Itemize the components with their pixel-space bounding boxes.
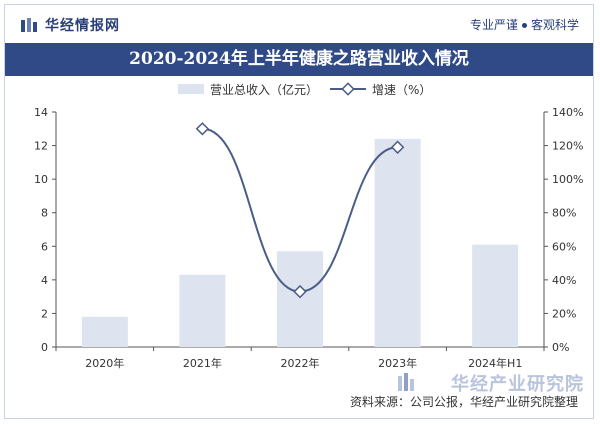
tagline-right: 客观科学 (530, 18, 579, 32)
bar-revenue (179, 274, 226, 347)
left-tick-label: 10 (34, 173, 48, 186)
legend-revenue-label: 营业总收入（亿元） (210, 82, 318, 97)
right-tick-label: 40% (552, 274, 576, 287)
bar-revenue (277, 251, 323, 347)
right-tick-label: 140% (552, 106, 583, 119)
chart-title: 2020-2024年上半年健康之路营业收入情况 (129, 49, 469, 69)
left-tick-label: 12 (34, 140, 48, 153)
left-tick-label: 4 (41, 274, 48, 287)
right-tick-label: 60% (552, 240, 576, 253)
growth-point (293, 284, 307, 299)
left-tick-label: 6 (41, 240, 48, 253)
bar-revenue (472, 244, 519, 347)
legend-marker-swatch (341, 82, 355, 96)
brand-logo-icon (21, 18, 37, 32)
growth-point (195, 122, 210, 136)
tagline: 专业严谨 客观科学 (470, 16, 579, 33)
source-note: 资料来源：公司公报，华经产业研究院整理 (349, 395, 578, 409)
left-tick-label: 2 (41, 307, 48, 320)
growth-point (390, 140, 405, 154)
right-tick-label: 100% (552, 173, 583, 186)
left-tick-label: 0 (41, 341, 48, 354)
bar-revenue (374, 138, 421, 347)
right-tick-label: 20% (552, 307, 576, 320)
x-tick-label: 2024年H1 (468, 356, 522, 370)
watermark-text: 华经产业研究院 (451, 374, 584, 395)
left-tick-label: 14 (34, 106, 48, 119)
bar-revenue (81, 316, 128, 347)
top-bar: 华经情报网 专业严谨 客观科学 (5, 5, 593, 41)
legend-bar-swatch (178, 84, 204, 94)
x-tick-label: 2023年 (378, 356, 417, 370)
brand-name: 华经情报网 (45, 18, 120, 34)
right-tick-label: 120% (552, 140, 583, 153)
x-tick-label: 2021年 (183, 356, 222, 370)
tagline-left: 专业严谨 (469, 18, 518, 32)
watermark-logo-icon (398, 373, 414, 391)
x-tick-label: 2022年 (281, 356, 320, 370)
right-tick-label: 80% (552, 207, 576, 220)
legend-growth-label: 增速（%） (372, 83, 431, 97)
right-tick-label: 0% (552, 341, 569, 354)
chart-frame: 华经情报网 专业严谨 客观科学 2020-2024年上半年健康之路营业收入情况 (4, 4, 594, 419)
x-tick-label: 2020年 (85, 356, 124, 370)
left-tick-label: 8 (41, 207, 48, 220)
title-band: 2020-2024年上半年健康之路营业收入情况 (5, 43, 593, 76)
tagline-dot-icon (521, 23, 527, 28)
